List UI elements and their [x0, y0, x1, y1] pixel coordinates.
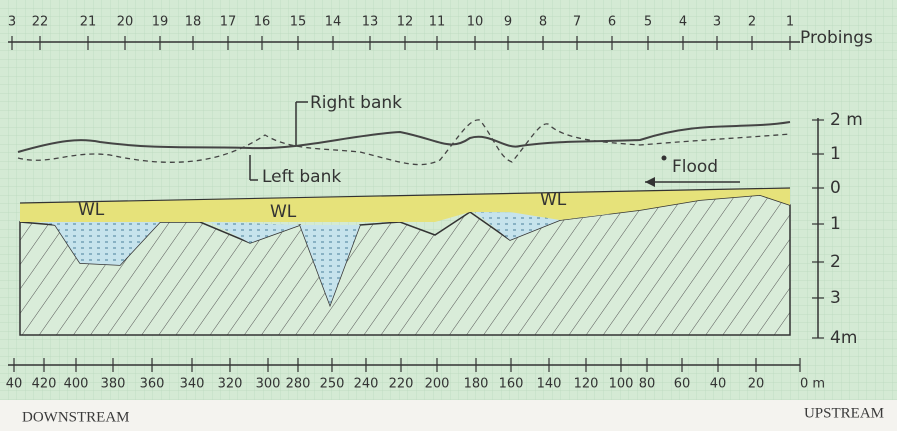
- probing-number: 8: [539, 15, 547, 30]
- probing-number: 10: [467, 15, 484, 30]
- depth-label: 3: [830, 288, 841, 308]
- distance-label: 180: [464, 377, 489, 392]
- water-level-label: WL: [270, 202, 297, 222]
- probing-number: 14: [325, 15, 342, 30]
- distance-label: 100: [609, 377, 634, 392]
- distance-label: 360: [140, 377, 165, 392]
- distance-label: 300: [256, 377, 281, 392]
- depth-label: 2: [830, 252, 841, 272]
- probing-number: 1: [786, 15, 794, 30]
- probing-number: 3: [713, 15, 721, 30]
- distance-label: 320: [218, 377, 243, 392]
- probing-number: 4: [679, 15, 687, 30]
- distance-label: 40: [710, 377, 727, 392]
- probing-number: 20: [117, 15, 134, 30]
- probing-number: 5: [644, 15, 652, 30]
- probing-number: 17: [220, 15, 237, 30]
- water-level-label: WL: [540, 190, 567, 210]
- distance-label: 60: [674, 377, 691, 392]
- right-bank-label: Right bank: [310, 93, 402, 113]
- depth-label: 2 m: [830, 110, 863, 130]
- probing-number: 15: [290, 15, 307, 30]
- depth-label: 1: [830, 214, 841, 234]
- probing-number: 21: [80, 15, 97, 30]
- probing-number: 3: [8, 15, 16, 30]
- water-level-label: WL: [78, 200, 105, 220]
- depth-label: 4m: [830, 328, 857, 348]
- upstream-label: UPSTREAM: [804, 405, 884, 421]
- downstream-label: DOWNSTREAM: [22, 409, 130, 425]
- probings-label: Probings: [800, 28, 873, 48]
- depth-label: 0: [830, 178, 841, 198]
- distance-label: 200: [425, 377, 450, 392]
- depth-label: 1: [830, 144, 841, 164]
- distance-label: 80: [639, 377, 656, 392]
- probing-number: 16: [254, 15, 271, 30]
- probing-number: 13: [362, 15, 379, 30]
- probing-number: 6: [608, 15, 616, 30]
- left-bank-label: Left bank: [262, 167, 341, 187]
- distance-label: 160: [499, 377, 524, 392]
- distance-label: 0 m: [800, 377, 825, 392]
- probing-number: 7: [573, 15, 581, 30]
- probing-number: 2: [748, 15, 756, 30]
- probing-number: 22: [32, 15, 49, 30]
- distance-label: 340: [180, 377, 205, 392]
- distance-label: 140: [537, 377, 562, 392]
- flood-label: Flood: [672, 157, 718, 177]
- distance-label: 220: [389, 377, 414, 392]
- distance-label: 120: [574, 377, 599, 392]
- probing-number: 9: [504, 15, 512, 30]
- distance-label: 400: [64, 377, 89, 392]
- footer-band: [0, 400, 897, 431]
- probing-number: 12: [397, 15, 414, 30]
- distance-label: 280: [286, 377, 311, 392]
- distance-label: 420: [32, 377, 57, 392]
- flood-marker: [662, 156, 667, 161]
- distance-label: 40: [6, 377, 23, 392]
- distance-label: 20: [748, 377, 765, 392]
- distance-label: 380: [101, 377, 126, 392]
- distance-label: 240: [354, 377, 379, 392]
- probing-number: 19: [152, 15, 169, 30]
- river-profile: Right bank Left bank Flood DOWNSTREAM UP…: [0, 0, 897, 431]
- probing-number: 18: [185, 15, 202, 30]
- distance-label: 250: [320, 377, 345, 392]
- probing-number: 11: [429, 15, 446, 30]
